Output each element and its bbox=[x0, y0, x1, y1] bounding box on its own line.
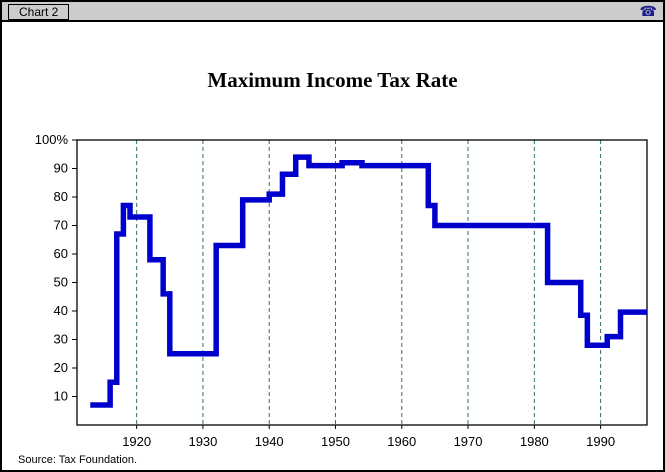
svg-text:1990: 1990 bbox=[586, 434, 615, 449]
svg-text:70: 70 bbox=[54, 218, 68, 233]
chart-panel: Maximum Income Tax Rate 1920 1930 1940 1950… bbox=[2, 22, 663, 472]
titlebar[interactable]: Chart 2 ☎ bbox=[2, 2, 663, 22]
svg-text:1920: 1920 bbox=[122, 434, 151, 449]
chart: 1920 1930 1940 1950 1960 1970 1980 1990 10 20 30 40… bbox=[7, 128, 662, 468]
svg-text:90: 90 bbox=[54, 161, 68, 176]
window-title: Chart 2 bbox=[8, 4, 70, 20]
chart-svg: 1920 1930 1940 1950 1960 1970 1980 1990 10 20 30 40… bbox=[35, 132, 648, 449]
svg-text:50: 50 bbox=[54, 275, 68, 290]
svg-text:80: 80 bbox=[54, 189, 68, 204]
svg-text:1960: 1960 bbox=[387, 434, 416, 449]
svg-text:1930: 1930 bbox=[188, 434, 217, 449]
source-note: Source: Tax Foundation. bbox=[18, 454, 138, 466]
svg-text:100%: 100% bbox=[35, 132, 69, 147]
phone-icon[interactable]: ☎ bbox=[639, 3, 657, 19]
chart-title: Maximum Income Tax Rate bbox=[207, 68, 458, 92]
svg-text:1950: 1950 bbox=[321, 434, 350, 449]
svg-text:20: 20 bbox=[54, 360, 68, 375]
svg-text:10: 10 bbox=[54, 389, 68, 404]
svg-text:40: 40 bbox=[54, 303, 68, 318]
svg-text:1970: 1970 bbox=[454, 434, 483, 449]
svg-text:30: 30 bbox=[54, 332, 68, 347]
svg-text:1940: 1940 bbox=[255, 434, 284, 449]
svg-text:1980: 1980 bbox=[520, 434, 549, 449]
svg-text:60: 60 bbox=[54, 246, 68, 261]
